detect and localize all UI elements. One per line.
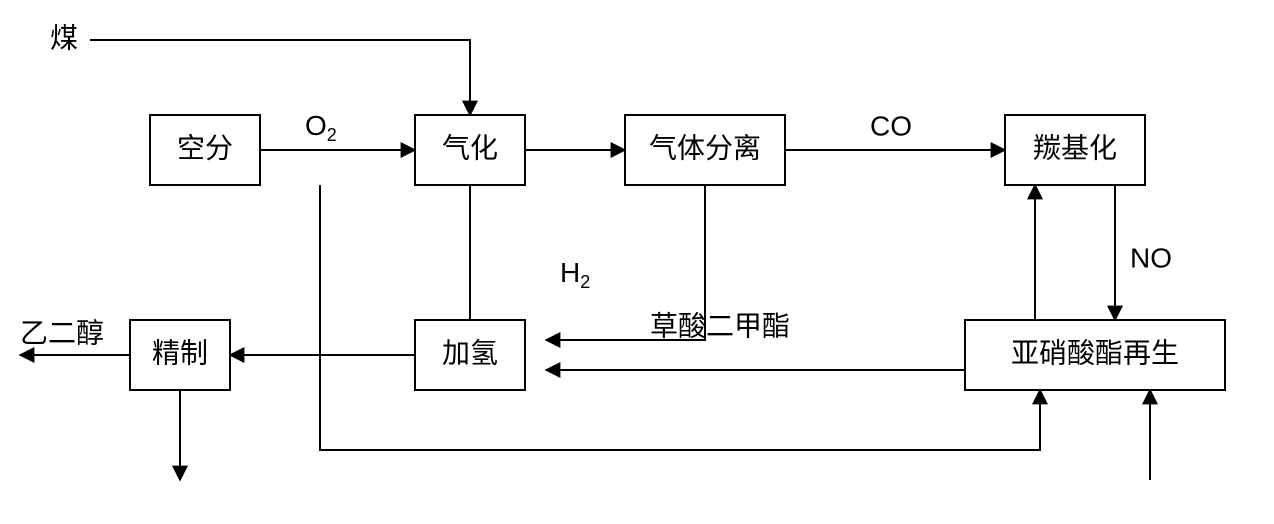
node-zaisheng: 亚硝酸酯再生: [965, 320, 1225, 390]
node-jingzhi: 精制: [130, 320, 230, 390]
node-tangjihua-label: 羰基化: [1033, 132, 1117, 163]
label-no: NO: [1130, 242, 1172, 273]
node-jingzhi-label: 精制: [152, 337, 208, 368]
label-h2: H2: [560, 257, 590, 291]
node-qihua-label: 气化: [442, 132, 498, 163]
node-kongfen-label: 空分: [177, 132, 233, 163]
node-kongfen: 空分: [150, 115, 260, 185]
node-fenli: 气体分离: [625, 115, 785, 185]
label-mei: 煤: [50, 22, 78, 53]
label-co: CO: [870, 110, 912, 141]
node-zaisheng-label: 亚硝酸酯再生: [1011, 337, 1179, 368]
node-jiaqing-label: 加氢: [442, 337, 498, 368]
edge-mei-to-qihua: [90, 40, 470, 115]
node-jiaqing: 加氢: [415, 320, 525, 390]
label-caosuan: 草酸二甲酯: [650, 310, 790, 341]
node-fenli-label: 气体分离: [649, 132, 761, 163]
label-o2: O2: [305, 110, 337, 144]
node-tangjihua: 羰基化: [1005, 115, 1145, 185]
label-yierchun: 乙二醇: [20, 317, 104, 348]
node-qihua: 气化: [415, 115, 525, 185]
